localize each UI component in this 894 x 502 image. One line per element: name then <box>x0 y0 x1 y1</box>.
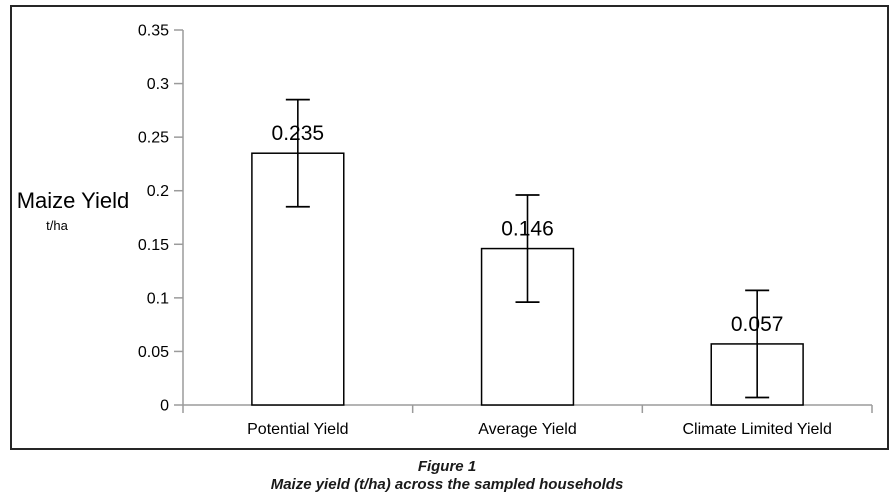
y-axis-tick-label: 0.25 <box>138 130 169 147</box>
figure-caption-description: Maize yield (t/ha) across the sampled ho… <box>270 476 624 493</box>
y-axis-title: Maize Yield t/ha <box>6 188 140 233</box>
y-axis-tick-label: 0.05 <box>138 344 169 361</box>
bar-value-label: 0.057 <box>731 313 784 336</box>
y-axis-unit-text: t/ha <box>46 218 68 233</box>
y-axis-title-text: Maize Yield <box>16 188 130 213</box>
y-axis-tick-label: 0.35 <box>138 23 169 40</box>
y-axis-tick-label: 0.2 <box>147 183 169 200</box>
y-axis-tick-label: 0.15 <box>138 237 169 254</box>
bar-value-label: 0.235 <box>272 122 325 145</box>
y-axis-tick-label: 0.3 <box>147 76 169 93</box>
bar-value-label: 0.146 <box>501 218 554 241</box>
x-category-label: Potential Yield <box>247 421 348 438</box>
x-category-label: Average Yield <box>478 421 576 438</box>
x-category-label: Climate Limited Yield <box>682 421 831 438</box>
chart-panel-border <box>10 5 889 450</box>
y-axis-tick-label: 0.1 <box>147 290 169 307</box>
y-axis-tick-label: 0 <box>160 398 169 415</box>
figure-caption-number: Figure 1 <box>417 458 477 475</box>
figure-caption: Figure 1 Maize yield (t/ha) across the s… <box>0 458 894 494</box>
